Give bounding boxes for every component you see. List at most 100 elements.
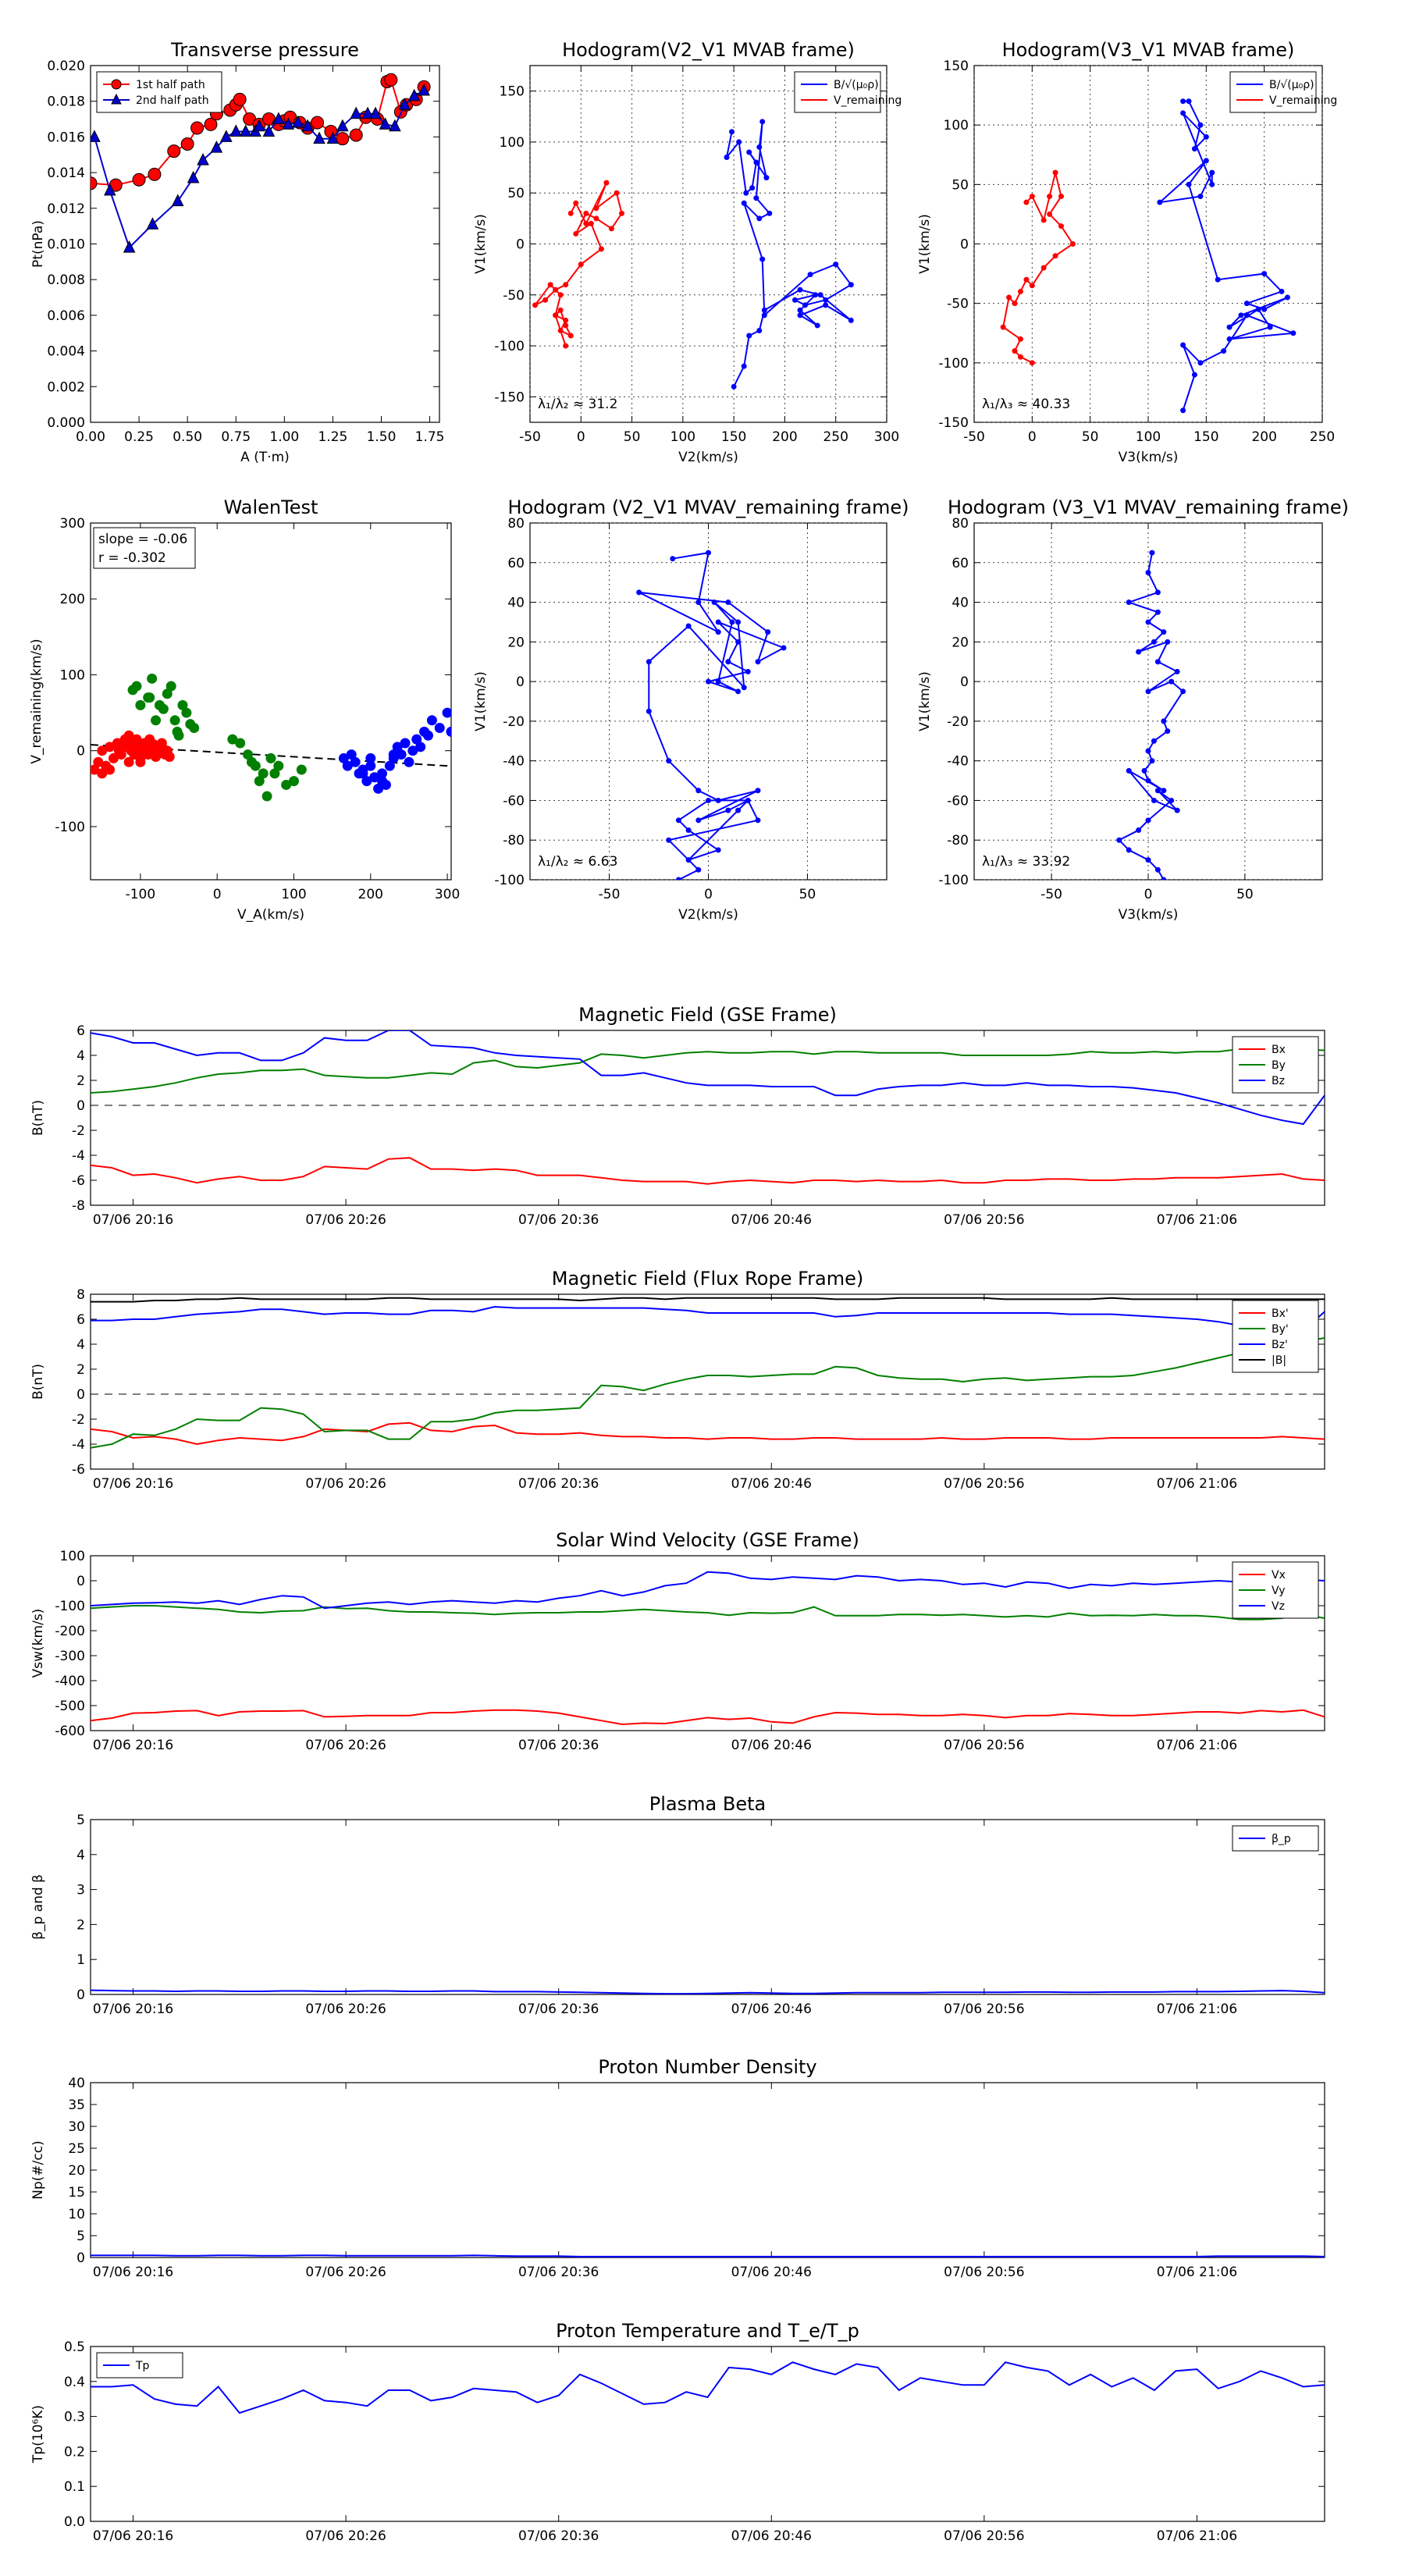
- hodo_v2_mvab-series-1-point: [603, 180, 610, 186]
- mag_fr-xtick-label: 07/06 20:26: [305, 1476, 386, 1492]
- hodo_v3_mvav-series-0-point: [1168, 678, 1175, 685]
- transverse_pressure-series-0-point: [311, 116, 325, 130]
- hodo_v3_mvav-series-0-point: [1180, 688, 1186, 695]
- hodo_v3_mvav-series-0-point: [1154, 659, 1161, 665]
- transverse_pressure-series-1-point: [326, 131, 340, 144]
- hodo_v3_mvab-series-1-point: [1023, 276, 1030, 283]
- beta-xtick-label: 07/06 20:16: [93, 2001, 173, 2017]
- hodo_v2_mvav-series-0-point: [706, 678, 711, 685]
- mag_fr-title: Magnetic Field (Flux Rope Frame): [552, 1268, 863, 1290]
- transverse_pressure-series-1-point: [282, 117, 295, 130]
- density-chart: Proton Number Density Np(#/cc) 07/06 20:16…: [30, 2056, 1325, 2280]
- vsw-series-1-line: [91, 1605, 1325, 1621]
- temperature-xtick-label: 07/06 20:56: [944, 2528, 1024, 2544]
- mag_fr-series-2-line: [91, 1305, 1325, 1333]
- walen-xtick-label: 100: [281, 887, 306, 902]
- hodo_v3_mvav-series-0-point: [1145, 569, 1151, 575]
- hodo_v3_mvav-series-0-point: [1154, 788, 1161, 794]
- hodo_v2_mvav-series-0-point: [725, 600, 731, 606]
- walen-ytick-label: 0: [76, 744, 85, 760]
- transverse_pressure-series-0-point: [167, 144, 181, 158]
- hodo_v3_mvab-series-1-point: [1006, 294, 1012, 301]
- vsw-series-2-line: [91, 1571, 1325, 1610]
- beta-ytick-label: 0: [76, 1987, 85, 2003]
- hodo_v3_mvav-series-0-point: [1149, 758, 1155, 764]
- walen-series-2-point: [446, 726, 451, 737]
- density-plot-area: [91, 2254, 1325, 2258]
- hodo_v2_mvav-ytick-label: -100: [494, 873, 525, 888]
- hodo_v3_mvav-ylabel: V1(km/s): [917, 671, 933, 731]
- hodo_v3_mvav-title: Hodogram (V3_V1 MVAV_remaining frame): [948, 496, 1349, 518]
- transverse_pressure-series-1-point: [361, 106, 374, 119]
- hodo_v2_mvav-xtick-label: -50: [599, 887, 621, 902]
- walen-series-2-point: [423, 730, 434, 741]
- vsw-plot-frame: [90, 1555, 1325, 1731]
- transverse_pressure-ytick-label: 0.018: [47, 94, 85, 110]
- hodo_v2_mvab-legend-label: B/√(μ₀ρ): [834, 79, 879, 91]
- mag_fr-ylabel: B(nT): [30, 1364, 46, 1400]
- beta-plot-area: [91, 1989, 1325, 1994]
- density-ytick-label: 20: [68, 2163, 85, 2179]
- vsw-ytick-label: 0: [76, 1574, 85, 1589]
- temperature-ytick-label: 0.3: [64, 2410, 85, 2425]
- hodo_v2_mvab-series-0-point: [823, 302, 829, 308]
- hodo_v2_mvav-series-0-point: [745, 668, 751, 674]
- mag_fr-xtick-label: 07/06 21:06: [1157, 1476, 1237, 1492]
- transverse_pressure-series-0-point: [180, 137, 194, 151]
- transverse_pressure-series-1-point: [301, 119, 314, 132]
- temperature-xtick-label: 07/06 20:46: [731, 2528, 812, 2544]
- hodo_v3_mvav-series-0-point: [1145, 777, 1151, 784]
- hodo_v3_mvab-series-0-point: [1279, 288, 1285, 294]
- hodo_v2_mvab-series-1-point: [557, 292, 564, 298]
- walen-series-2-point: [407, 745, 418, 756]
- walen-series-0-point: [123, 756, 134, 767]
- walen-series-1-point: [281, 779, 292, 790]
- mag_fr-ytick-label: 8: [76, 1287, 85, 1303]
- hodo_v2_mvab-ytick-label: -50: [503, 288, 525, 304]
- mag_fr-chart: Magnetic Field (Flux Rope Frame) B(nT) 07/…: [30, 1268, 1325, 1492]
- mag_gse-ytick-label: -8: [72, 1198, 85, 1214]
- hodo_v2_mvab-series-1-point: [583, 220, 589, 226]
- walen-series-1-point: [227, 734, 238, 745]
- hodo_v2_mvab-series-0-point: [743, 190, 749, 196]
- walen-series-2-point: [350, 756, 361, 767]
- hodo_v2_mvab-xtick-label: 250: [823, 429, 848, 445]
- hodo_v3_mvav-series-0-point: [1151, 738, 1157, 744]
- hodo_v3_mvav-ytick-label: 40: [951, 596, 969, 611]
- hodo_v3_mvav-ytick-label: -20: [947, 714, 969, 730]
- walen-xlabel: V_A(km/s): [237, 907, 304, 923]
- walen-series-1-point: [165, 681, 176, 692]
- hodo_v3_mvab-series-0-point: [1157, 199, 1163, 205]
- beta-ylabel: β_p and β: [30, 1874, 46, 1940]
- walen-series-2-point: [400, 738, 411, 749]
- hodo_v2_mvav-series-0-point: [646, 659, 652, 665]
- hodo_v2_mvab-series-0-point: [753, 159, 759, 165]
- hodo_v3_mvab-series-1-point: [1029, 283, 1035, 289]
- hodo_v3_mvav-series-0-point: [1168, 797, 1175, 803]
- transverse_pressure-series-0-point: [233, 92, 247, 106]
- hodo_v2_mvav-series-0-point: [725, 807, 731, 813]
- temperature-series-0-line: [91, 2361, 1325, 2414]
- hodo_v2_mvab-series-0-point: [763, 175, 770, 181]
- hodo_v3_mvab-series-1-point: [1047, 194, 1053, 200]
- hodo_v3_mvab-series-0-point: [1238, 312, 1244, 318]
- beta-xtick-label: 07/06 21:06: [1157, 2001, 1237, 2017]
- beta-plot-frame: [90, 1819, 1325, 1995]
- hodo_v3_mvav-annotation: λ₁/λ₃ ≈ 33.92: [982, 854, 1070, 870]
- hodo_v2_mvab-series-1-point: [578, 262, 584, 268]
- walen-xtick-label: 200: [358, 887, 383, 902]
- vsw-xtick-label: 07/06 20:16: [93, 1738, 173, 1753]
- hodo_v2_mvav-ytick-label: 0: [516, 674, 525, 690]
- hodo_v2_mvab-series-0-point: [749, 185, 756, 191]
- hodo_v2_mvav-series-0-point: [729, 619, 735, 625]
- transverse_pressure-series-1-point: [146, 217, 159, 229]
- hodo_v2_mvav-series-0-point: [695, 817, 702, 824]
- walen-series-2-point: [361, 776, 372, 787]
- mag_gse-series-0-line: [91, 1157, 1325, 1185]
- transverse_pressure-ytick-label: 0.000: [47, 415, 85, 431]
- transverse_pressure-title: Transverse pressure: [170, 39, 359, 61]
- hodo_v3_mvav-series-0-point: [1145, 748, 1151, 754]
- hodo_v3_mvab-series-1-point: [1017, 354, 1023, 360]
- hodo_v3_mvav-ytick-label: 0: [960, 674, 969, 690]
